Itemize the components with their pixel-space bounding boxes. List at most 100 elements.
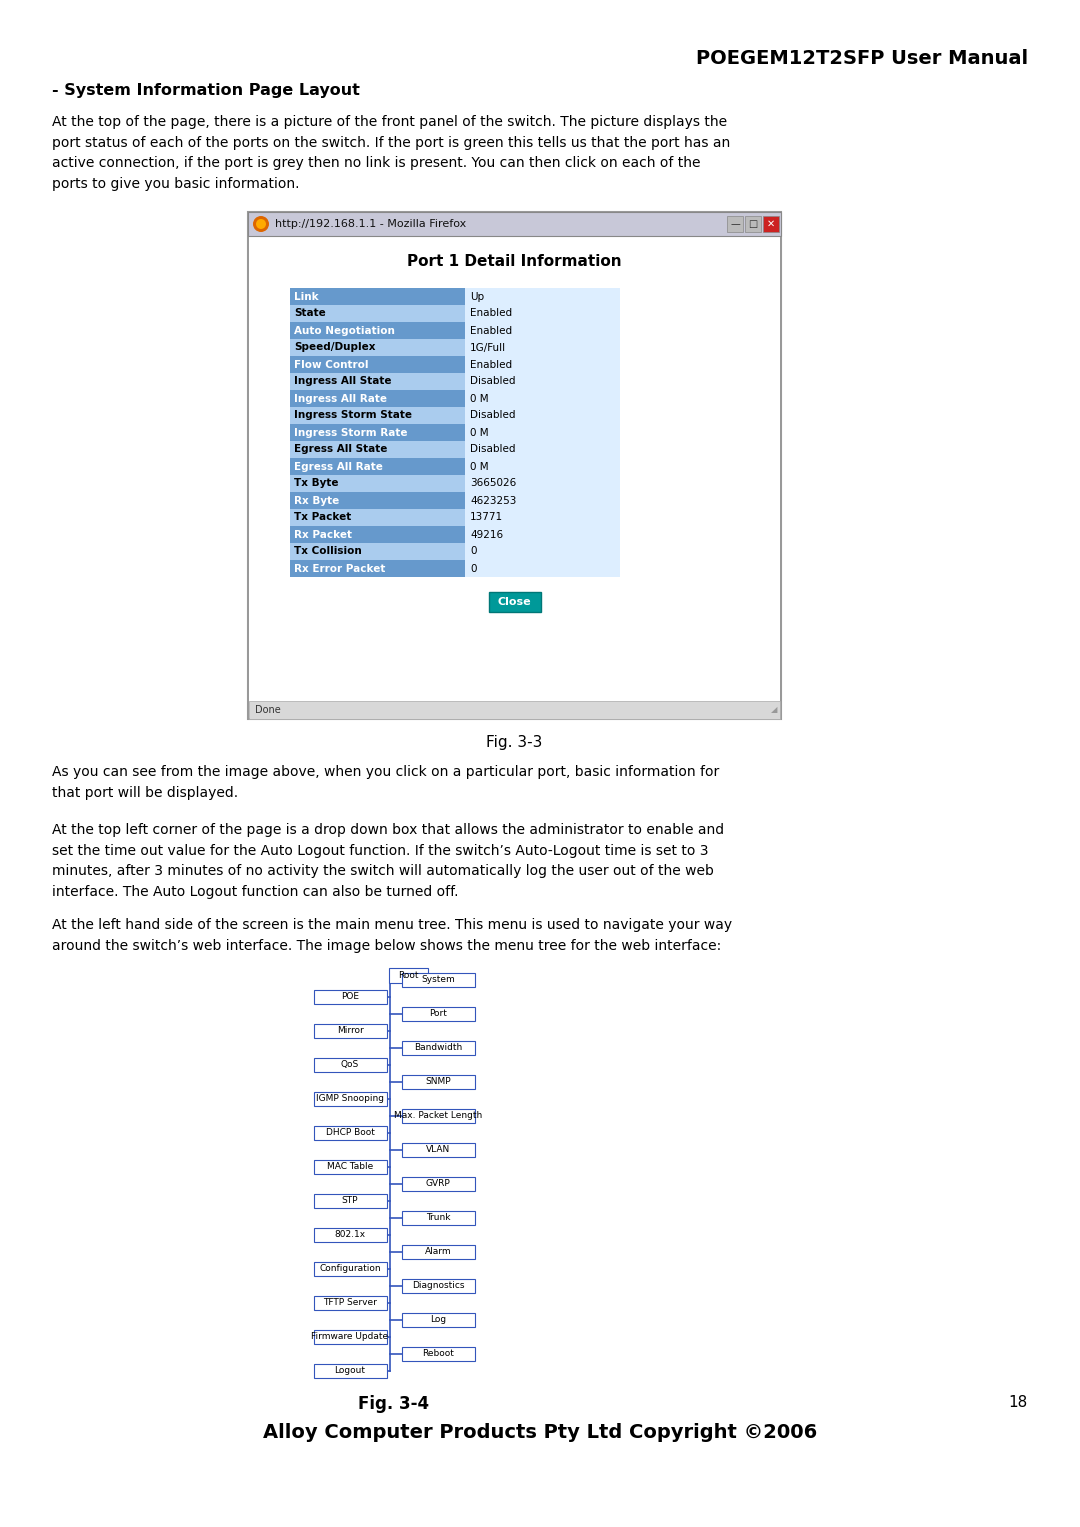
Bar [762,215,779,232]
Text: Ingress All Rate: Ingress All Rate [294,394,387,403]
FancyBboxPatch shape [313,1228,387,1241]
Text: STP: STP [341,1196,359,1205]
Text: - System Information Page Layout: - System Information Page Layout [52,82,360,98]
Text: ✕: ✕ [767,218,775,229]
Bar [465,508,620,525]
Text: ◢: ◢ [770,705,777,715]
FancyBboxPatch shape [313,1058,387,1072]
Circle shape [253,215,269,232]
Text: POEGEM12T2SFP User Manual: POEGEM12T2SFP User Manual [696,49,1028,67]
Text: Ingress Storm State: Ingress Storm State [294,411,411,420]
FancyBboxPatch shape [402,1313,474,1327]
Text: Egress All Rate: Egress All Rate [294,461,383,472]
Text: Enabled: Enabled [470,308,512,319]
Bar [291,492,465,508]
Text: DHCP Boot: DHCP Boot [325,1128,375,1138]
Text: Fig. 3-4: Fig. 3-4 [359,1396,430,1412]
FancyBboxPatch shape [313,1023,387,1037]
Text: QoS: QoS [341,1060,360,1069]
Bar [465,339,620,356]
Bar [291,305,465,322]
Text: —: — [730,218,740,229]
Text: At the left hand side of the screen is the main menu tree. This menu is used to : At the left hand side of the screen is t… [52,918,732,953]
Text: Fig. 3-3: Fig. 3-3 [486,736,542,750]
Text: Flow Control: Flow Control [294,359,368,370]
Text: Root: Root [397,971,418,979]
FancyBboxPatch shape [313,1092,387,1106]
Text: At the top of the page, there is a picture of the front panel of the switch. The: At the top of the page, there is a pictu… [52,115,730,191]
Bar [249,701,780,719]
Text: Ingress Storm Rate: Ingress Storm Rate [294,428,407,438]
Text: Reboot: Reboot [422,1348,454,1358]
Bar [465,322,620,339]
FancyBboxPatch shape [313,1295,387,1310]
Text: Close: Close [498,597,531,608]
Text: Enabled: Enabled [470,359,512,370]
Bar [465,425,620,441]
Text: Up: Up [470,292,484,301]
Bar [291,389,465,408]
Text: Egress All State: Egress All State [294,444,388,455]
Bar [291,441,465,458]
Bar [291,339,465,356]
Text: Port 1 Detail Information: Port 1 Detail Information [407,255,622,269]
Text: Disabled: Disabled [470,411,515,420]
Text: Disabled: Disabled [470,377,515,386]
Bar [291,408,465,425]
Text: 0 M: 0 M [470,428,488,438]
Bar [291,560,465,577]
Bar [465,544,620,560]
Text: http://192.168.1.1 - Mozilla Firefox: http://192.168.1.1 - Mozilla Firefox [275,218,467,229]
FancyBboxPatch shape [313,1159,387,1174]
Bar [248,212,781,719]
Text: 1G/Full: 1G/Full [470,342,507,353]
Bar [465,289,620,305]
Text: 0 M: 0 M [470,461,488,472]
Text: MAC Table: MAC Table [327,1162,373,1171]
Text: 4623253: 4623253 [470,495,516,505]
Text: Trunk: Trunk [426,1212,450,1222]
Bar [249,237,780,701]
Bar [248,212,781,237]
Text: Tx Collision: Tx Collision [294,547,362,556]
Text: System: System [421,976,455,983]
FancyBboxPatch shape [313,1364,387,1377]
Bar [291,322,465,339]
Bar [465,305,620,322]
Text: Rx Packet: Rx Packet [294,530,352,539]
Text: Ingress All State: Ingress All State [294,377,391,386]
Bar [465,475,620,492]
Text: Auto Negotiation: Auto Negotiation [294,325,395,336]
Bar [291,289,465,305]
Text: SNMP: SNMP [426,1077,450,1086]
Text: 3665026: 3665026 [470,478,516,489]
Text: Configuration: Configuration [320,1264,381,1274]
Bar [291,425,465,441]
Text: 0: 0 [470,547,476,556]
Bar [291,508,465,525]
Bar [465,525,620,544]
Text: 802.1x: 802.1x [335,1231,365,1238]
Bar [465,408,620,425]
FancyBboxPatch shape [402,1109,474,1122]
Bar [291,525,465,544]
Text: Disabled: Disabled [470,444,515,455]
Text: State: State [294,308,326,319]
Text: POE: POE [341,993,359,1002]
FancyBboxPatch shape [402,1245,474,1258]
Text: Rx Byte: Rx Byte [294,495,339,505]
Text: Tx Packet: Tx Packet [294,513,351,522]
Text: Logout: Logout [335,1367,365,1374]
FancyBboxPatch shape [402,1006,474,1020]
FancyBboxPatch shape [313,989,387,1003]
Text: Max. Packet Length: Max. Packet Length [394,1112,482,1119]
Bar [465,356,620,373]
FancyBboxPatch shape [313,1261,387,1275]
FancyBboxPatch shape [402,973,474,986]
Bar [291,373,465,389]
FancyBboxPatch shape [313,1125,387,1139]
Text: □: □ [748,218,758,229]
Text: Log: Log [430,1315,446,1324]
Text: 0: 0 [470,563,476,574]
FancyBboxPatch shape [402,1176,474,1191]
